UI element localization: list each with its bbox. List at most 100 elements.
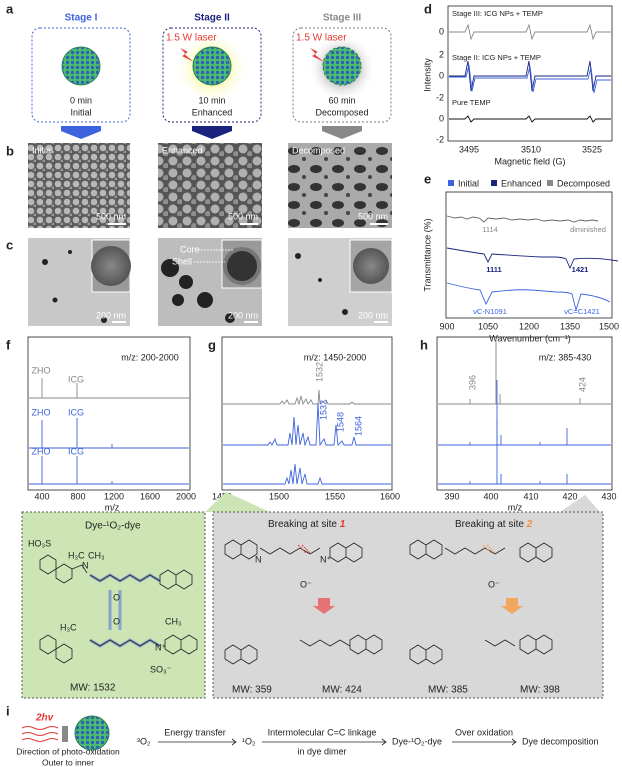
spectrum: [29, 378, 189, 399]
step-label: Intermolecular C=C linkage: [268, 727, 377, 737]
pointer: [194, 249, 234, 263]
image-caption: Enhanced: [162, 145, 203, 155]
time: 10 min: [198, 95, 225, 105]
peak-label: ZHO: [32, 407, 51, 417]
y-tick-label: -2: [436, 92, 444, 102]
break-mark: [482, 544, 496, 554]
annotation: 1111: [486, 265, 501, 274]
atom: H₃C: [68, 550, 85, 560]
atom: O: [113, 616, 120, 626]
peak-label: ZHO: [32, 446, 51, 456]
axes-frame: [221, 336, 393, 491]
atom: N: [255, 554, 262, 564]
atom: O⁻: [300, 579, 312, 589]
callout: [560, 495, 600, 512]
panel-label: c: [6, 237, 13, 252]
peak-label: ICG: [68, 374, 84, 384]
nanoparticle: [322, 46, 362, 86]
spectrum: [29, 418, 189, 449]
y-tick-label: 0: [439, 70, 444, 80]
x-tick-label: 400: [34, 491, 49, 501]
state: Decomposed: [315, 107, 368, 117]
stage-title: Stage II: [194, 13, 230, 24]
peak-label: 424: [577, 377, 587, 392]
time: 0 min: [70, 95, 92, 105]
spectrum: [223, 389, 391, 406]
panel-label: a: [6, 1, 14, 16]
reaction-steps: ³O₂ Energy transfer ¹O₂ Intermolecular C…: [137, 727, 599, 756]
y-axis-label: Intensity: [422, 58, 432, 92]
x-tick-label: 420: [562, 491, 577, 501]
y-tick-label: 0: [439, 26, 444, 36]
atom: O: [113, 592, 120, 602]
peak-label: 1548: [335, 412, 345, 432]
site-number: 1: [340, 519, 346, 530]
direction-label: Outer to inner: [42, 757, 94, 767]
legend-swatch: [491, 180, 497, 186]
step-label: Over oxidation: [455, 727, 513, 737]
spectrum: [446, 215, 599, 223]
image-caption: Decomposed: [292, 145, 345, 155]
atom: CH₃: [88, 550, 105, 560]
scale-label: 200 nm: [96, 310, 126, 320]
structures: [39, 539, 553, 665]
atom: N⁺: [155, 642, 166, 652]
panel-label: g: [208, 337, 216, 352]
scale-label: 200 nm: [228, 310, 258, 320]
panel-label: e: [424, 171, 431, 186]
range-label: m/z: 200-2000: [121, 352, 179, 362]
annotation: νC-N1091: [473, 307, 507, 316]
peak-label: ZHO: [32, 365, 51, 375]
x-tick-label: 1050: [478, 321, 498, 331]
step-label: Energy transfer: [164, 727, 226, 737]
x-tick-label: 1500: [599, 321, 619, 331]
legend-swatch: [547, 180, 553, 186]
x-tick-label: 1600: [380, 491, 400, 501]
particle: [353, 248, 389, 284]
spectrum: [449, 64, 611, 94]
mw-label: MW: 398: [520, 685, 560, 696]
y-tick-label: 0: [439, 113, 444, 123]
x-tick-label: 1600: [140, 491, 160, 501]
nanoparticle: [61, 46, 101, 86]
atom: N⁺: [320, 554, 331, 564]
species: ³O₂: [137, 736, 151, 746]
annotation: diminished: [570, 225, 606, 234]
arrowhead: [231, 738, 517, 746]
axes-frame: [436, 336, 613, 491]
x-axis-label: m/z: [105, 502, 120, 512]
x-tick-label: 410: [523, 491, 538, 501]
atom: O⁻: [488, 579, 500, 589]
sem-image: [28, 143, 130, 228]
particle: [91, 246, 131, 286]
spectrum: [446, 282, 611, 312]
light-waves: [21, 726, 59, 742]
spectrum: [449, 115, 611, 123]
trace-label: Stage III: ICG NPs + TEMP: [452, 9, 543, 18]
callout: [205, 492, 270, 512]
state: Initial: [70, 107, 91, 117]
legend-label: Enhanced: [501, 178, 542, 188]
annotation: 1421: [572, 265, 589, 274]
atom: SO₃⁻: [150, 664, 172, 674]
atom: N: [82, 560, 89, 570]
annotation: νC=C1421: [564, 307, 600, 316]
laser-label: 1.5 W laser: [166, 33, 217, 44]
scale-label: 500 nm: [96, 211, 126, 221]
x-tick-label: 1350: [560, 321, 580, 331]
mw-label: MW: 424: [322, 685, 362, 696]
x-tick-label: 900: [439, 321, 454, 331]
trace-label: Pure TEMP: [452, 98, 491, 107]
panel-label: b: [6, 143, 14, 158]
peak-label: ICG: [68, 446, 84, 456]
step-label: in dye dimer: [297, 746, 346, 756]
panel-label: f: [6, 337, 11, 352]
scale-label: 500 nm: [228, 211, 258, 221]
peak-label: ICG: [68, 407, 84, 417]
laser-icon: [180, 48, 194, 62]
x-tick-label: 1550: [325, 491, 345, 501]
scheme-title: Dye-¹O₂-dye: [85, 521, 141, 532]
y-tick-label: 2: [439, 49, 444, 59]
x-tick-label: 1200: [104, 491, 124, 501]
